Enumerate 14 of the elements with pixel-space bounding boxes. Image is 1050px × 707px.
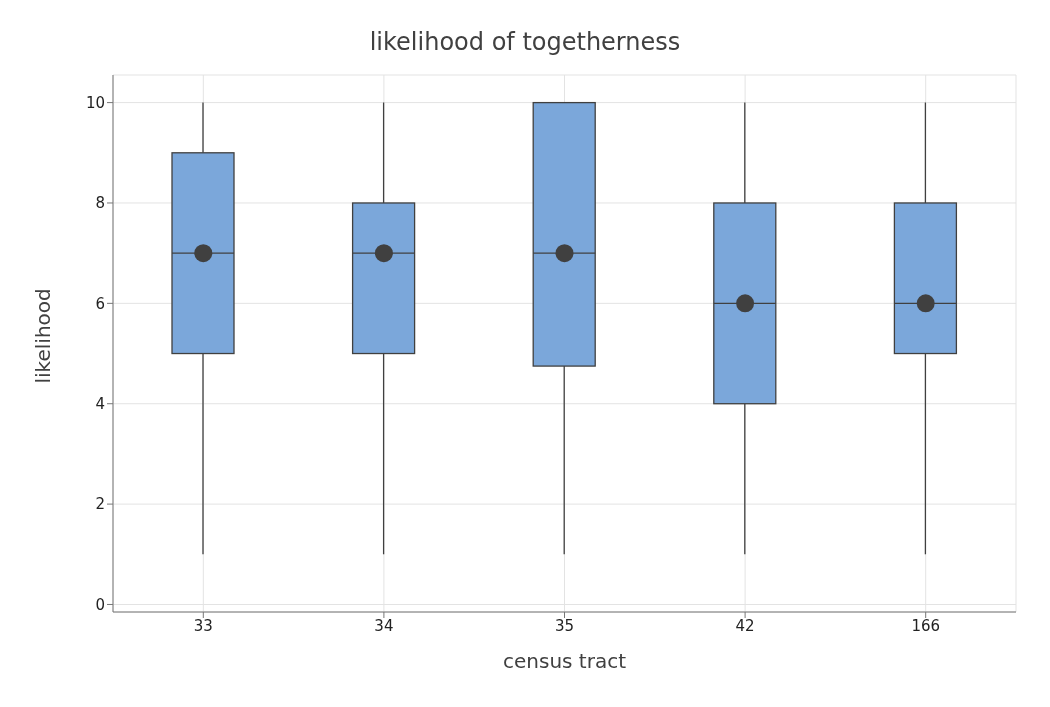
y-tick-label: 4 — [95, 395, 105, 414]
x-tick-label: 33 — [193, 616, 213, 635]
y-tick-label: 0 — [95, 595, 105, 614]
x-axis-title: census tract — [502, 649, 627, 673]
y-tick-label: 8 — [95, 194, 105, 213]
x-tick-label: 35 — [554, 616, 575, 635]
x-tick-label: 42 — [735, 616, 755, 635]
y-axis-title: likelihood — [31, 288, 56, 384]
y-tick-label: 2 — [95, 495, 105, 514]
y-tick-label: 10 — [85, 93, 105, 112]
y-tick-label: 6 — [95, 294, 105, 313]
chart-title: likelihood of togetherness — [368, 28, 682, 56]
x-tick-label: 166 — [911, 616, 941, 635]
x-tick-label: 34 — [374, 616, 394, 635]
